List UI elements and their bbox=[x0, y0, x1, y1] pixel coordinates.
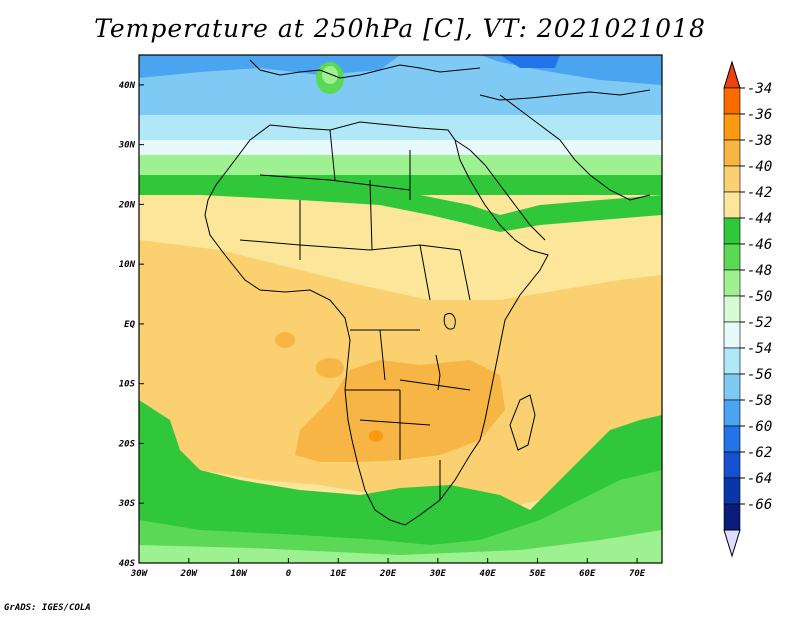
x-tick-label: 10W bbox=[230, 569, 248, 579]
x-tick-label: 30W bbox=[130, 569, 149, 579]
colorbar-label: -34 bbox=[747, 81, 772, 97]
y-tick-label: 40S bbox=[119, 559, 136, 569]
colorbar-swatch bbox=[723, 113, 741, 141]
x-tick-label: 40E bbox=[480, 569, 497, 579]
y-tick-label: 10N bbox=[119, 260, 136, 270]
colorbar-swatch bbox=[723, 87, 741, 115]
x-tick-label: 60E bbox=[579, 569, 596, 579]
colorbar-swatch bbox=[723, 139, 741, 167]
colorbar-label: -62 bbox=[747, 445, 772, 461]
x-tick-label: 30E bbox=[429, 569, 447, 579]
colorbar-swatch bbox=[723, 451, 741, 479]
y-tick-label: 20S bbox=[118, 439, 136, 449]
colorbar-label: -58 bbox=[747, 393, 772, 409]
colorbar-swatch bbox=[723, 347, 741, 375]
colorbar-swatch bbox=[723, 191, 741, 219]
colorbar-label: -48 bbox=[747, 263, 772, 279]
y-tick-label: 30S bbox=[118, 499, 136, 509]
plot-frame bbox=[138, 54, 663, 564]
map-title: Temperature at 250hPa [C], VT: 202102101… bbox=[94, 14, 706, 43]
y-tick-label: 20N bbox=[118, 200, 136, 210]
y-tick-label: 40N bbox=[119, 81, 136, 91]
colorbar-swatch bbox=[723, 295, 741, 323]
colorbar-top-arrow bbox=[723, 60, 741, 89]
colorbar-bottom-arrow bbox=[723, 529, 741, 558]
colorbar-label: -60 bbox=[747, 419, 772, 435]
colorbar-label: -42 bbox=[747, 185, 772, 201]
colorbar-swatch bbox=[723, 503, 741, 531]
y-tick-label: EQ bbox=[124, 320, 135, 330]
colorbar-swatch bbox=[723, 321, 741, 349]
x-tick-label: 50E bbox=[529, 569, 546, 579]
x-tick-label: 0 bbox=[286, 569, 292, 579]
colorbar-swatch bbox=[723, 217, 741, 245]
colorbar-label: -64 bbox=[747, 471, 772, 487]
colorbar-swatch bbox=[723, 477, 741, 505]
colorbar-label: -56 bbox=[747, 367, 772, 383]
grads-credit: GrADS: IGES/COLA bbox=[4, 603, 91, 613]
colorbar-label: -44 bbox=[747, 211, 772, 227]
coastline-borders bbox=[204, 59, 651, 526]
colorbar-label: -54 bbox=[747, 341, 772, 357]
colorbar-label: -38 bbox=[747, 133, 772, 149]
colorbar-swatch bbox=[723, 399, 741, 427]
x-tick-label: 20W bbox=[180, 569, 199, 579]
colorbar-label: -46 bbox=[747, 237, 772, 253]
axis-ticks: 30W 20W 10W 0 10E 20E 30E 40E 50E 60E 70E 40N 30N 20N… bbox=[118, 81, 646, 579]
temperature-field bbox=[139, 55, 662, 563]
colorbar-swatch bbox=[723, 269, 741, 297]
y-tick-label: 30N bbox=[118, 141, 136, 151]
y-tick-label: 10S bbox=[119, 380, 136, 390]
colorbar-label: -52 bbox=[747, 315, 772, 331]
colorbar-label: -50 bbox=[747, 289, 772, 305]
colorbar-label: -36 bbox=[747, 107, 772, 123]
colorbar-legend: -34 -36 -38 -40 -42 -44 -46 -48 -50 -52 -54 -56 -58 -… bbox=[723, 60, 772, 558]
colorbar-swatch bbox=[723, 425, 741, 453]
x-tick-label: 70E bbox=[629, 569, 646, 579]
x-tick-label: 10E bbox=[330, 569, 347, 579]
colorbar-label: -40 bbox=[747, 159, 772, 175]
x-tick-label: 20E bbox=[379, 569, 397, 579]
colorbar-swatch bbox=[723, 165, 741, 193]
colorbar-swatch bbox=[723, 373, 741, 401]
colorbar-swatch bbox=[723, 243, 741, 271]
colorbar-label: -66 bbox=[747, 497, 772, 513]
